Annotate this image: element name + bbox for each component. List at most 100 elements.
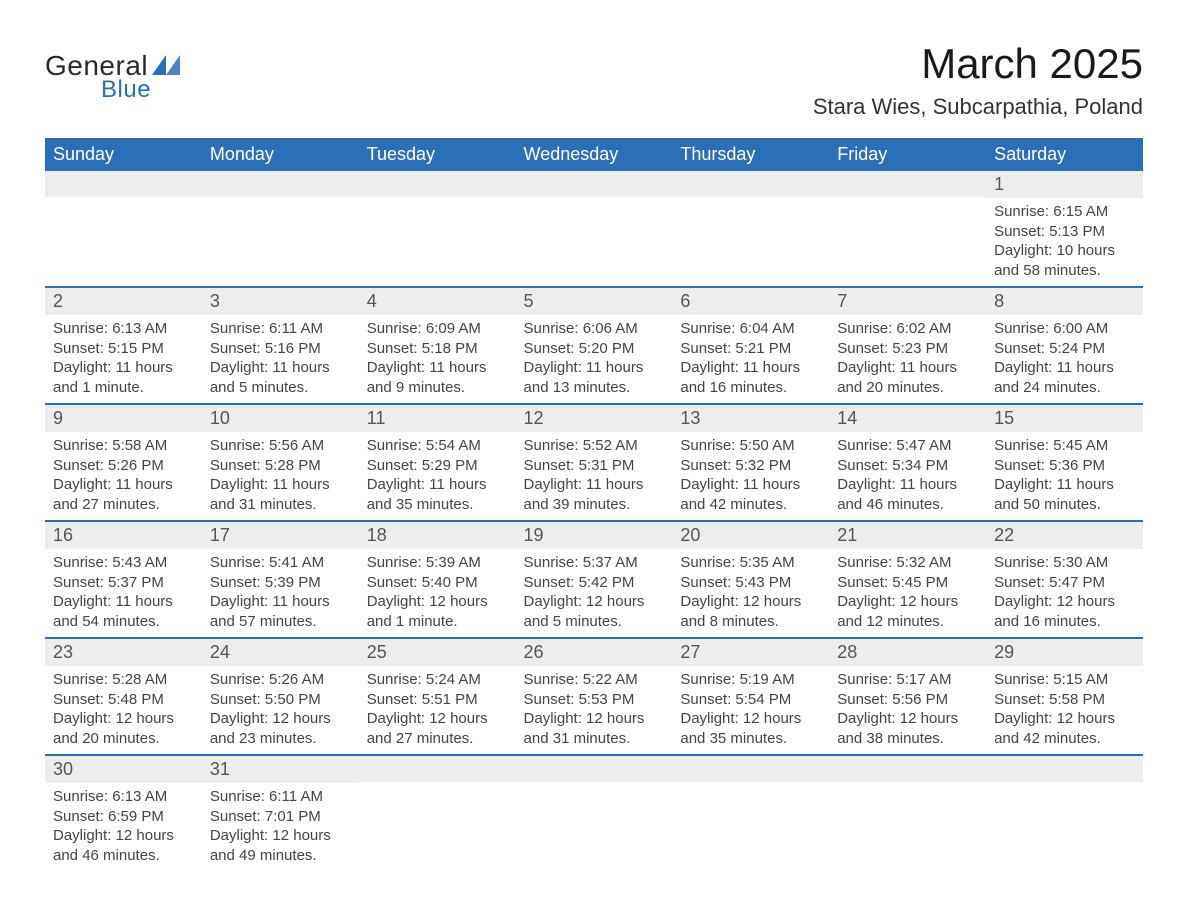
day-number: 3	[202, 288, 359, 315]
sunset-line: Sunset: 5:29 PM	[367, 456, 508, 476]
daylight-line: Daylight: 11 hours and 9 minutes.	[367, 358, 508, 397]
day-number: 31	[202, 756, 359, 783]
sunset-line: Sunset: 5:56 PM	[837, 690, 978, 710]
day-details	[516, 197, 673, 227]
calendar-table: Sunday Monday Tuesday Wednesday Thursday…	[45, 138, 1143, 871]
day-number: 30	[45, 756, 202, 783]
daylight-line: Daylight: 12 hours and 5 minutes.	[524, 592, 665, 631]
triangle-icon	[152, 55, 180, 75]
day-number: 11	[359, 405, 516, 432]
calendar-week-row: 23 Sunrise: 5:28 AMSunset: 5:48 PM Dayligh…	[45, 638, 1143, 755]
calendar-day-cell: 2Sunrise: 6:13 AMSunset: 5:15 PMDaylight…	[45, 287, 202, 404]
daylight-line: Daylight: 11 hours and 27 minutes.	[53, 475, 194, 514]
daylight-line: Daylight: 12 hours and 23 minutes.	[210, 709, 351, 748]
calendar-day-cell: 5Sunrise: 6:06 AMSunset: 5:20 PMDaylight…	[516, 287, 673, 404]
day-number	[672, 171, 829, 197]
day-number: 10	[202, 405, 359, 432]
day-number	[516, 756, 673, 782]
day-number: 1	[986, 171, 1143, 198]
daylight-line: Daylight: 11 hours and 13 minutes.	[524, 358, 665, 397]
day-details	[829, 197, 986, 227]
daylight-line: Daylight: 11 hours and 20 minutes.	[837, 358, 978, 397]
day-details	[516, 782, 673, 812]
day-details	[829, 782, 986, 812]
daylight-line: Daylight: 11 hours and 42 minutes.	[680, 475, 821, 514]
day-number: 2	[45, 288, 202, 315]
day-number: 24	[202, 639, 359, 666]
sunrise-line: Sunrise: 5:52 AM	[524, 436, 665, 456]
sunset-line: Sunset: 5:39 PM	[210, 573, 351, 593]
calendar-day-cell: 7Sunrise: 6:02 AMSunset: 5:23 PMDaylight…	[829, 287, 986, 404]
col-tuesday: Tuesday	[359, 138, 516, 171]
day-details: Sunrise: 5:35 AMSunset: 5:43 PMDaylight:…	[672, 549, 829, 637]
sunset-line: Sunset: 5:47 PM	[994, 573, 1135, 593]
daylight-line: Daylight: 12 hours and 27 minutes.	[367, 709, 508, 748]
daylight-line: Daylight: 12 hours and 12 minutes.	[837, 592, 978, 631]
calendar-day-cell: 30Sunrise: 6:13 AMSunset: 6:59 PMDayligh…	[45, 755, 202, 871]
calendar-day-cell: 11Sunrise: 5:54 AMSunset: 5:29 PMDayligh…	[359, 404, 516, 521]
sunset-line: Sunset: 5:13 PM	[994, 222, 1135, 242]
sunrise-line: Sunrise: 5:24 AM	[367, 670, 508, 690]
day-number	[45, 171, 202, 197]
location-subtitle: Stara Wies, Subcarpathia, Poland	[813, 94, 1143, 120]
daylight-line: Daylight: 12 hours and 35 minutes.	[680, 709, 821, 748]
day-number: 17	[202, 522, 359, 549]
day-number: 21	[829, 522, 986, 549]
day-number: 5	[516, 288, 673, 315]
sunset-line: Sunset: 6:59 PM	[53, 807, 194, 827]
day-details: Sunrise: 5:26 AMSunset: 5:50 PMDaylight:…	[202, 666, 359, 754]
day-details	[986, 782, 1143, 812]
day-details: Sunrise: 5:15 AMSunset: 5:58 PMDaylight:…	[986, 666, 1143, 754]
col-friday: Friday	[829, 138, 986, 171]
title-block: March 2025 Stara Wies, Subcarpathia, Pol…	[813, 40, 1143, 120]
calendar-day-cell: 3Sunrise: 6:11 AMSunset: 5:16 PMDaylight…	[202, 287, 359, 404]
calendar-day-cell	[45, 171, 202, 287]
calendar-day-cell	[672, 171, 829, 287]
day-number: 14	[829, 405, 986, 432]
sunset-line: Sunset: 5:23 PM	[837, 339, 978, 359]
calendar-day-cell: 9Sunrise: 5:58 AMSunset: 5:26 PMDaylight…	[45, 404, 202, 521]
day-details	[359, 197, 516, 227]
col-monday: Monday	[202, 138, 359, 171]
sunrise-line: Sunrise: 5:17 AM	[837, 670, 978, 690]
sunset-line: Sunset: 5:37 PM	[53, 573, 194, 593]
day-details: Sunrise: 5:22 AMSunset: 5:53 PMDaylight:…	[516, 666, 673, 754]
day-number: 23	[45, 639, 202, 666]
day-number: 26	[516, 639, 673, 666]
day-details: Sunrise: 5:37 AMSunset: 5:42 PMDaylight:…	[516, 549, 673, 637]
calendar-day-cell: 6Sunrise: 6:04 AMSunset: 5:21 PMDaylight…	[672, 287, 829, 404]
sunrise-line: Sunrise: 5:28 AM	[53, 670, 194, 690]
day-number	[829, 171, 986, 197]
day-details: Sunrise: 6:11 AMSunset: 7:01 PMDaylight:…	[202, 783, 359, 871]
day-number: 19	[516, 522, 673, 549]
daylight-line: Daylight: 12 hours and 46 minutes.	[53, 826, 194, 865]
daylight-line: Daylight: 11 hours and 39 minutes.	[524, 475, 665, 514]
sunset-line: Sunset: 5:48 PM	[53, 690, 194, 710]
calendar-day-cell: 13Sunrise: 5:50 AMSunset: 5:32 PMDayligh…	[672, 404, 829, 521]
sunrise-line: Sunrise: 6:13 AM	[53, 319, 194, 339]
calendar-day-cell: 17Sunrise: 5:41 AMSunset: 5:39 PMDayligh…	[202, 521, 359, 638]
sunrise-line: Sunrise: 6:11 AM	[210, 787, 351, 807]
sunset-line: Sunset: 5:32 PM	[680, 456, 821, 476]
day-number	[672, 756, 829, 782]
day-details: Sunrise: 5:58 AMSunset: 5:26 PMDaylight:…	[45, 432, 202, 520]
day-details: Sunrise: 5:54 AMSunset: 5:29 PMDaylight:…	[359, 432, 516, 520]
sunset-line: Sunset: 5:16 PM	[210, 339, 351, 359]
sunset-line: Sunset: 5:40 PM	[367, 573, 508, 593]
day-details: Sunrise: 5:43 AMSunset: 5:37 PMDaylight:…	[45, 549, 202, 637]
daylight-line: Daylight: 11 hours and 1 minute.	[53, 358, 194, 397]
day-number: 27	[672, 639, 829, 666]
day-details: Sunrise: 6:02 AMSunset: 5:23 PMDaylight:…	[829, 315, 986, 403]
col-wednesday: Wednesday	[516, 138, 673, 171]
sunset-line: Sunset: 5:18 PM	[367, 339, 508, 359]
sunset-line: Sunset: 5:28 PM	[210, 456, 351, 476]
calendar-day-cell: 20Sunrise: 5:35 AMSunset: 5:43 PMDayligh…	[672, 521, 829, 638]
brand-logo: General Blue	[45, 40, 180, 104]
month-title: March 2025	[813, 40, 1143, 88]
calendar-week-row: 30Sunrise: 6:13 AMSunset: 6:59 PMDayligh…	[45, 755, 1143, 871]
calendar-day-cell	[202, 171, 359, 287]
daylight-line: Daylight: 11 hours and 54 minutes.	[53, 592, 194, 631]
day-details: Sunrise: 6:11 AMSunset: 5:16 PMDaylight:…	[202, 315, 359, 403]
sunrise-line: Sunrise: 5:15 AM	[994, 670, 1135, 690]
sunrise-line: Sunrise: 5:43 AM	[53, 553, 194, 573]
